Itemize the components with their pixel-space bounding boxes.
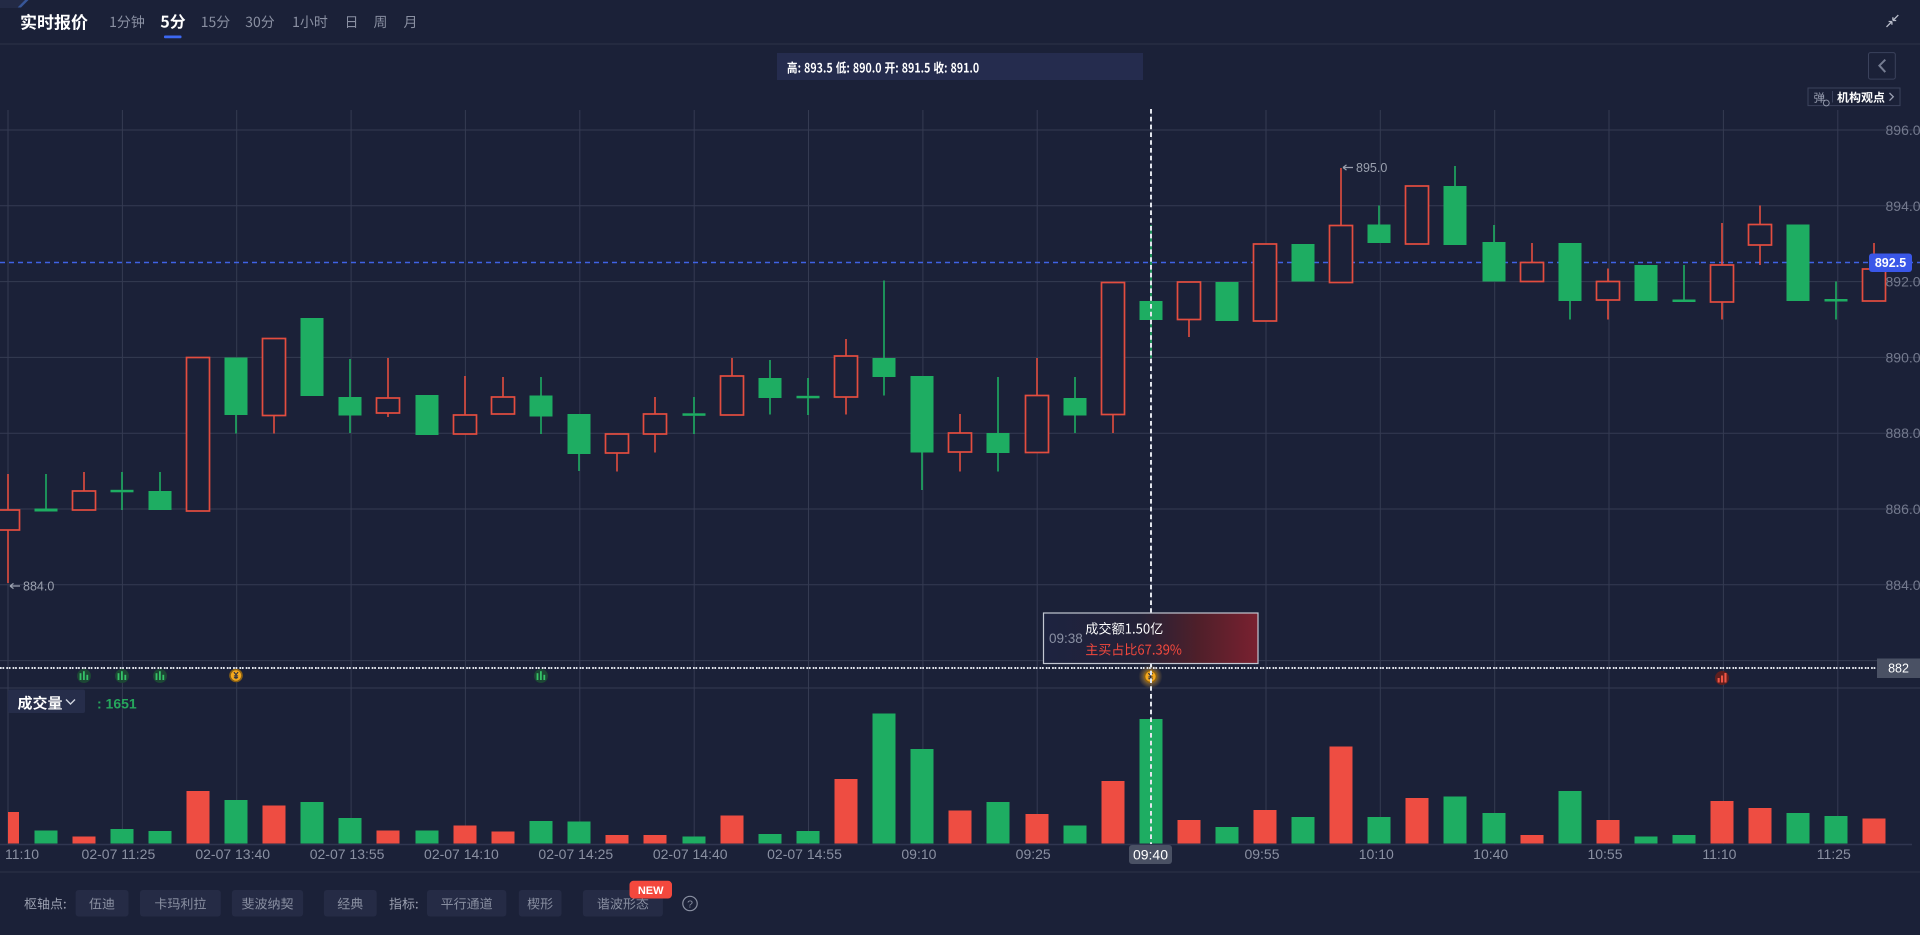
svg-text:10:10: 10:10 xyxy=(1359,846,1394,862)
svg-text:11:10: 11:10 xyxy=(1702,846,1736,862)
svg-text:09:40: 09:40 xyxy=(1133,847,1168,863)
svg-text:09:38: 09:38 xyxy=(1049,631,1083,646)
svg-text:02-07 14:40: 02-07 14:40 xyxy=(653,846,728,862)
svg-text:09:55: 09:55 xyxy=(1244,846,1279,862)
svg-text:02-07 14:55: 02-07 14:55 xyxy=(767,846,842,862)
svg-text:884.0: 884.0 xyxy=(1886,577,1920,593)
svg-text:886.0: 886.0 xyxy=(1886,501,1920,517)
svg-text:02-07 11:25: 02-07 11:25 xyxy=(82,846,156,862)
svg-text:884.0: 884.0 xyxy=(23,580,54,594)
svg-text:882: 882 xyxy=(1888,662,1909,676)
svg-text:: 1651: : 1651 xyxy=(97,696,137,712)
svg-text:02-07 13:55: 02-07 13:55 xyxy=(310,846,385,862)
svg-text:11:25: 11:25 xyxy=(1817,846,1851,862)
svg-text:?: ? xyxy=(687,899,693,911)
svg-text:11:10: 11:10 xyxy=(5,846,39,862)
svg-text:888.0: 888.0 xyxy=(1886,425,1920,441)
svg-text:02-07 14:10: 02-07 14:10 xyxy=(424,846,499,862)
svg-text:890.0: 890.0 xyxy=(1886,349,1920,365)
svg-text:10:40: 10:40 xyxy=(1473,846,1508,862)
svg-text:NEW: NEW xyxy=(638,885,664,897)
svg-text:10:55: 10:55 xyxy=(1587,846,1622,862)
svg-text:894.0: 894.0 xyxy=(1886,198,1920,214)
svg-text:896.0: 896.0 xyxy=(1886,122,1920,138)
svg-text:09:10: 09:10 xyxy=(901,846,936,862)
svg-text:892.5: 892.5 xyxy=(1875,256,1906,270)
svg-text:895.0: 895.0 xyxy=(1356,161,1387,175)
svg-text:892.0: 892.0 xyxy=(1886,274,1920,290)
svg-text:02-07 14:25: 02-07 14:25 xyxy=(538,846,613,862)
svg-text:09:25: 09:25 xyxy=(1016,846,1051,862)
svg-text:02-07 13:40: 02-07 13:40 xyxy=(195,846,270,862)
